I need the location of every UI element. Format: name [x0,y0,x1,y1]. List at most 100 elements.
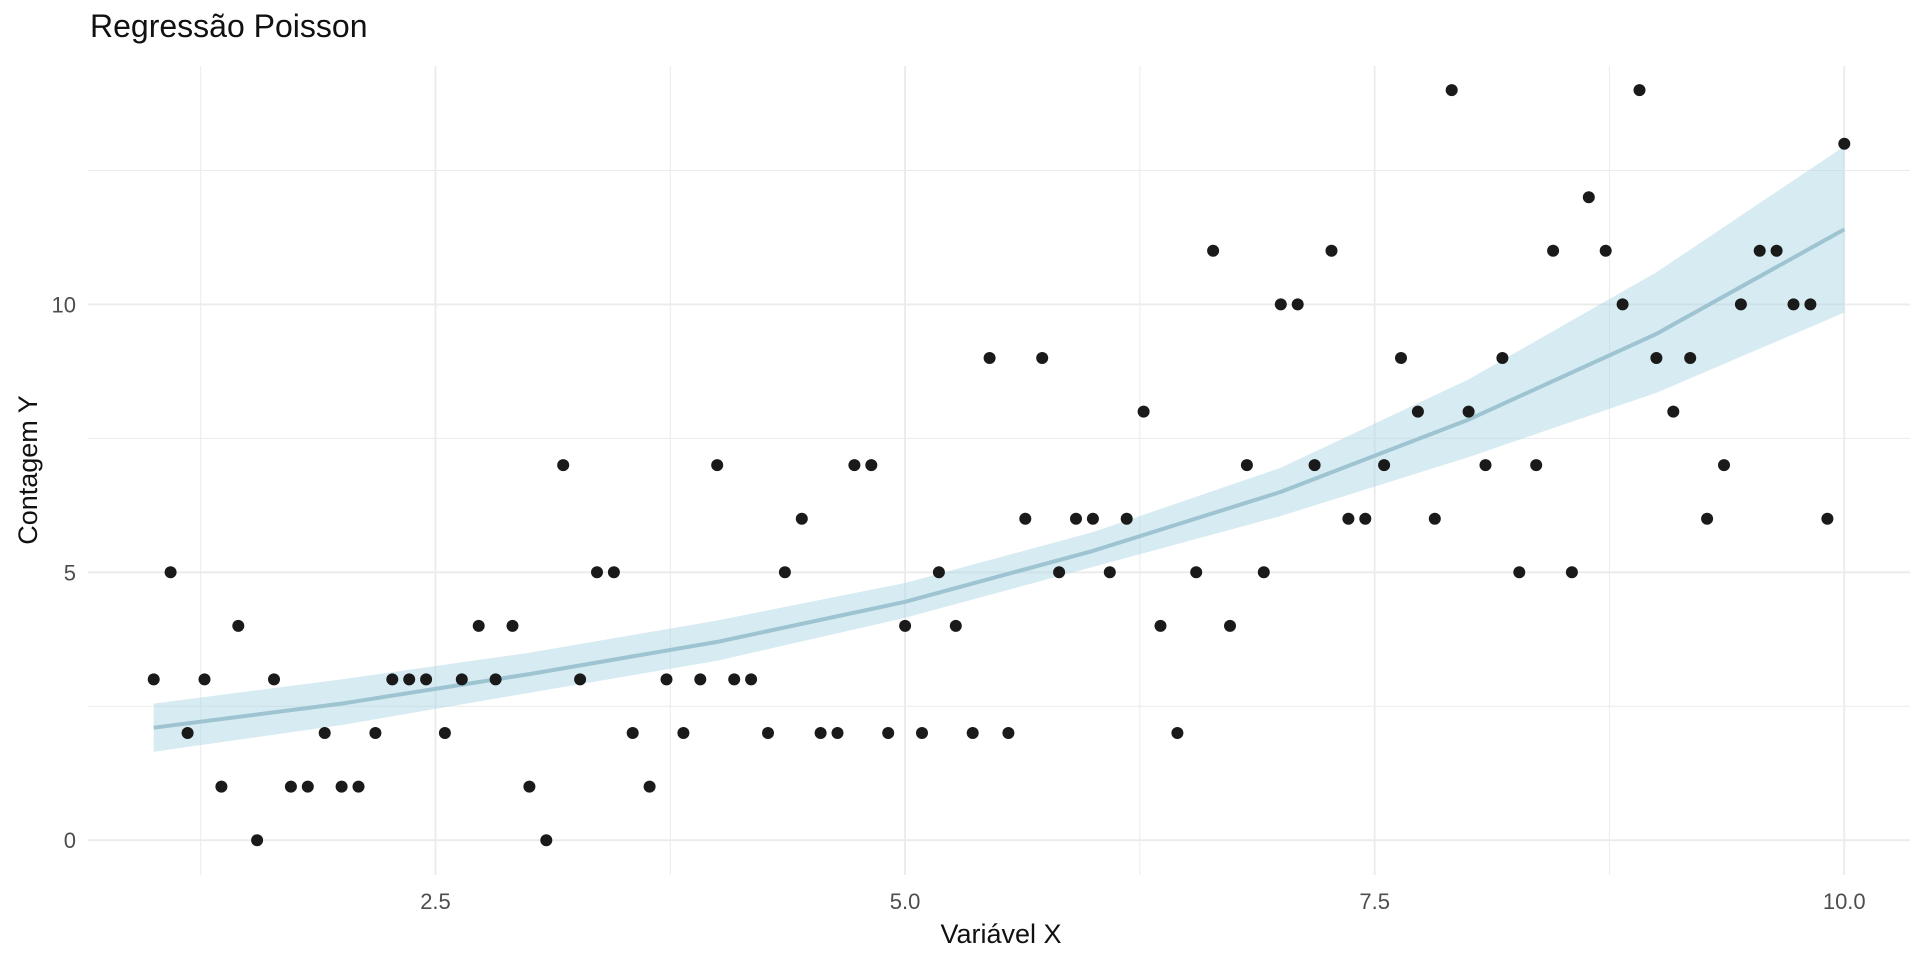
data-point [966,727,979,739]
data-point [301,780,314,793]
data-point [489,673,502,686]
data-point [1411,405,1424,418]
data-point [1308,459,1321,472]
data-point [831,727,844,739]
x-axis-title: Variável X [940,919,1061,949]
data-point [1734,298,1747,311]
data-point [1053,566,1066,579]
x-tick-label: 10.0 [1823,889,1866,914]
data-point [1479,459,1492,472]
x-tick-label: 5.0 [890,889,921,914]
data-point [1701,512,1714,525]
data-point [1291,298,1304,311]
data-point [745,673,758,686]
data-point [1103,566,1116,579]
data-point [1753,244,1766,257]
data-point [1513,566,1526,579]
x-tick-label: 7.5 [1359,889,1390,914]
chart-title: Regressão Poisson [90,8,368,44]
data-point [455,673,468,686]
data-point [268,673,280,686]
data-point [865,459,878,472]
data-point [848,459,861,472]
data-point [916,727,928,739]
data-point [1462,405,1475,418]
data-point [335,780,348,793]
data-point [232,619,245,632]
data-point [1530,459,1543,472]
data-point [677,727,690,739]
data-point [607,566,620,579]
grid [88,66,1910,875]
data-point [762,727,774,739]
data-point [1002,727,1015,739]
data-point [574,673,587,686]
confidence-ribbon [153,146,1845,752]
data-point [949,619,962,632]
data-point [420,673,433,686]
data-point [1565,566,1578,579]
data-point [215,780,228,793]
data-point [626,727,639,739]
data-point [1616,298,1629,311]
data-points [147,84,1851,847]
data-point [1224,619,1236,632]
data-point [778,566,791,579]
data-point [403,673,416,686]
data-point [181,727,194,739]
data-point [932,566,945,579]
data-point [1154,619,1167,632]
data-point [352,780,365,793]
data-point [1804,298,1817,311]
data-point [660,673,673,686]
data-point [1019,512,1032,525]
data-point [438,727,451,739]
data-point [557,459,570,472]
data-point [1325,244,1338,257]
data-point [1274,298,1287,311]
data-point [1718,459,1730,472]
data-point [1207,244,1220,257]
data-point [1821,512,1834,525]
data-point [1086,512,1099,525]
y-tick-label: 10 [52,292,76,317]
data-point [1120,512,1133,525]
data-point [540,834,553,847]
data-point [694,673,707,686]
data-point [1684,352,1697,364]
data-point [591,566,603,579]
data-point [1190,566,1203,579]
data-point [472,619,485,632]
data-point [1770,244,1783,257]
data-point [882,727,895,739]
data-point [1070,512,1082,525]
data-point [983,352,996,364]
data-point [1838,137,1851,150]
data-point [198,673,211,686]
data-point [1171,727,1184,739]
data-point [506,619,519,632]
data-point [369,727,382,739]
data-point [814,727,827,739]
y-tick-label: 0 [64,828,76,853]
data-point [1496,352,1509,364]
fit-line [153,227,1846,730]
y-axis-title: Contagem Y [13,395,43,545]
data-point [1582,191,1595,204]
data-point [318,727,331,739]
data-point [728,673,741,686]
data-point [1342,512,1355,525]
data-point [1378,459,1391,472]
x-tick-label: 2.5 [420,889,451,914]
data-point [643,780,656,793]
data-point [1633,84,1646,97]
data-point [1395,352,1407,364]
data-point [1787,298,1800,311]
data-point [251,834,264,847]
y-tick-label: 5 [64,560,76,585]
data-point [1445,84,1458,97]
data-point [147,673,160,686]
data-point [1667,405,1680,418]
